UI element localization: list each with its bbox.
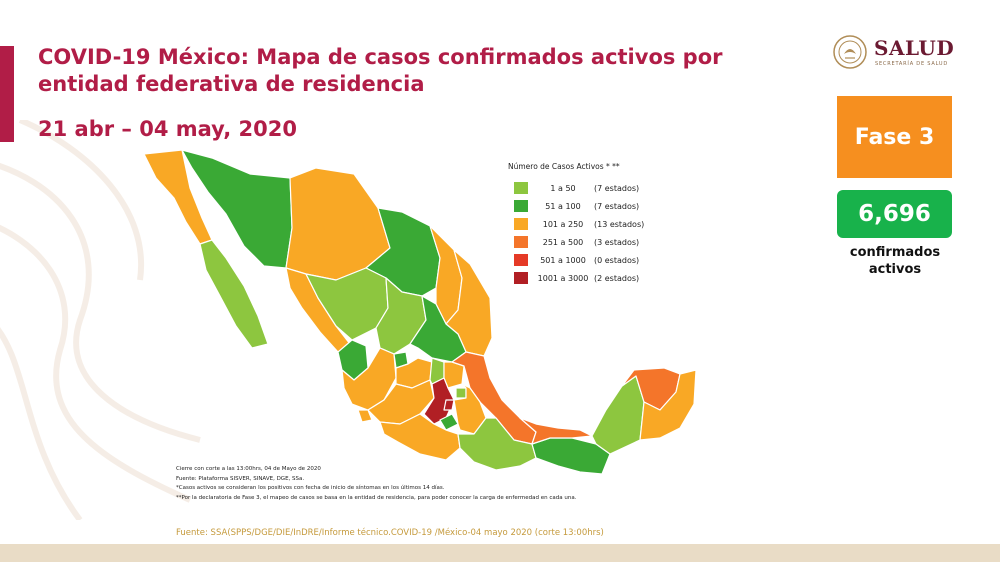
legend-count: (3 estados): [594, 237, 640, 247]
legend-item: 251 a 500 (3 estados): [508, 233, 668, 251]
salud-logo: SALUD SECRETARÍA DE SALUD: [832, 34, 962, 74]
legend-swatch: [514, 182, 528, 194]
date-range: 21 abr – 04 may, 2020: [38, 117, 297, 141]
state-campeche[interactable]: [591, 375, 645, 455]
legend-range: 1001 a 3000: [537, 273, 589, 283]
state-sonora[interactable]: [181, 149, 293, 269]
legend-swatch: [514, 272, 528, 284]
footer-bar: [0, 544, 1000, 562]
legend-swatch: [514, 236, 528, 248]
legend-range: 51 a 100: [545, 201, 581, 211]
page-title: COVID-19 México: Mapa de casos confirmad…: [38, 45, 723, 96]
legend-title: Número de Casos Activos * **: [508, 162, 620, 171]
note-source-platform: Fuente: Plataforma SISVER, SINAVE, DGE, …: [176, 475, 305, 482]
seal-icon: [833, 35, 867, 69]
legend-swatch: [514, 254, 528, 266]
notes: Cierre con corte a las 13:00hrs, 04 de M…: [176, 465, 656, 503]
legend-count: (0 estados): [594, 255, 640, 265]
legend-count: (2 estados): [594, 273, 640, 283]
state-puebla[interactable]: [453, 383, 487, 435]
state-colima[interactable]: [357, 409, 373, 423]
legend-range: 1 a 50: [550, 183, 576, 193]
confirmed-count-badge: 6,696: [837, 190, 952, 238]
legend-count: (7 estados): [594, 183, 640, 193]
legend-swatch: [514, 200, 528, 212]
phase-badge: Fase 3: [837, 96, 952, 178]
state-tabasco[interactable]: [519, 417, 593, 445]
state-tlaxcala[interactable]: [455, 387, 467, 399]
legend-item: 51 a 100 (7 estados): [508, 197, 668, 215]
note-active-cases: *Casos activos se consideran los positiv…: [176, 485, 445, 491]
legend-item: 1001 a 3000 (2 estados): [508, 269, 668, 287]
legend-count: (13 estados): [594, 219, 645, 229]
legend-count: (7 estados): [594, 201, 640, 211]
logo-subtitle: SECRETARÍA DE SALUD: [875, 61, 949, 67]
state-ciudad-de-mexico[interactable]: [443, 399, 455, 411]
legend-range: 101 a 250: [542, 219, 584, 229]
logo-name: SALUD: [874, 36, 955, 60]
legend-item: 501 a 1000 (0 estados): [508, 251, 668, 269]
background-watermark: [0, 120, 201, 520]
state-quintana-roo[interactable]: [639, 369, 697, 441]
legend-range: 501 a 1000: [540, 255, 586, 265]
note-phase3: **Por la declaratoria de Fase 3, el mape…: [176, 494, 577, 501]
mexico-map: [143, 149, 697, 475]
legend: Número de Casos Activos * ** 1 a 50 (7 es…: [508, 162, 668, 287]
accent-bar: [0, 46, 14, 142]
confirmed-label: confirmados activos: [849, 245, 941, 277]
state-baja-california-sur[interactable]: [199, 239, 269, 349]
note-cutoff: Cierre con corte a las 13:00hrs, 04 de M…: [176, 466, 321, 472]
source-citation: Fuente: SSA(SPPS/DGE/DIE/InDRE/Informe t…: [176, 528, 604, 538]
legend-item: 1 a 50 (7 estados): [508, 179, 668, 197]
state-zacatecas[interactable]: [375, 277, 427, 355]
legend-item: 101 a 250 (13 estados): [508, 215, 668, 233]
legend-swatch: [514, 218, 528, 230]
legend-range: 251 a 500: [542, 237, 584, 247]
